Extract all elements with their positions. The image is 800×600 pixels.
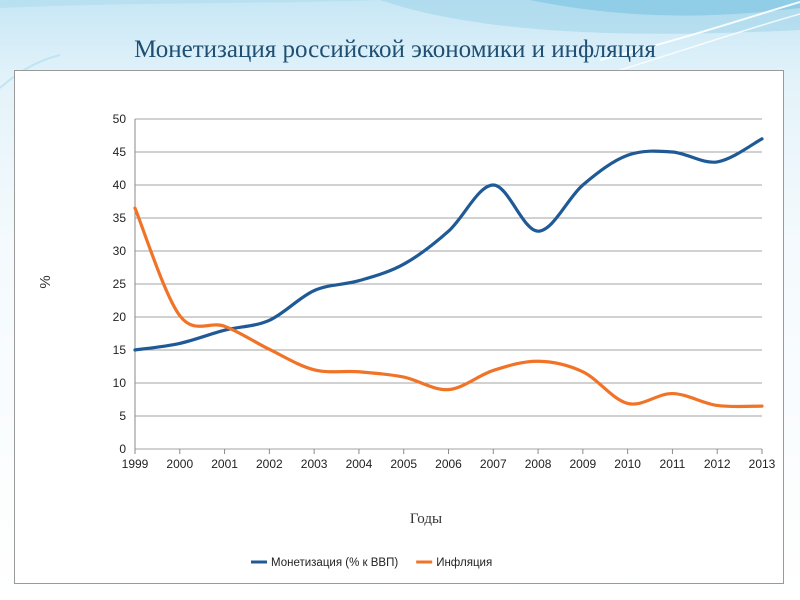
series-line-2	[133, 206, 764, 409]
y-tick-label: 0	[119, 442, 126, 456]
legend-label-1: Монетизация (% к ВВП)	[271, 557, 398, 569]
y-tick-label: 35	[113, 211, 127, 225]
x-tick-label: 2007	[480, 457, 507, 471]
x-tick-label: 2011	[660, 457, 686, 471]
y-axis-title: %	[37, 275, 54, 288]
x-tick-label: 2012	[704, 457, 731, 471]
x-tick-label: 2001	[211, 457, 238, 471]
x-tick-label: 1999	[122, 457, 149, 471]
y-tick-label: 50	[113, 112, 127, 126]
x-tick-label: 2006	[435, 457, 462, 471]
x-tick-label: 2005	[390, 457, 417, 471]
y-tick-label: 15	[113, 343, 127, 357]
x-tick-label: 2002	[256, 457, 283, 471]
x-tick-label: 2004	[346, 457, 373, 471]
y-tick-label: 45	[113, 145, 127, 159]
y-tick-label: 5	[119, 409, 126, 423]
slide-title: Монетизация российской экономики и инфля…	[134, 36, 656, 63]
line-chart: 0 5 10 15 20 25 30 35 40 45 50 1999 2000 2001 2002 2003…	[37, 112, 776, 569]
wave-decoration	[0, 0, 800, 89]
series-line-1	[133, 137, 764, 352]
x-tick-label: 2003	[301, 457, 328, 471]
legend-label-2: Инфляция	[436, 557, 492, 569]
x-tick-label: 2013	[749, 457, 776, 471]
y-tick-label: 40	[113, 178, 127, 192]
y-tick-label: 10	[113, 376, 127, 390]
y-tick-label: 30	[113, 244, 127, 258]
x-tick-label: 2000	[166, 457, 193, 471]
y-tick-label: 25	[113, 277, 127, 291]
x-tick-label: 2009	[570, 457, 597, 471]
x-tick-label: 2010	[614, 457, 641, 471]
y-tick-label: 20	[113, 310, 127, 324]
chart-frame: 0 5 10 15 20 25 30 35 40 45 50 1999 2000 2001 2002 2003…	[14, 70, 784, 584]
x-axis-title: Годы	[410, 511, 442, 527]
x-tick-label: 2008	[525, 457, 552, 471]
